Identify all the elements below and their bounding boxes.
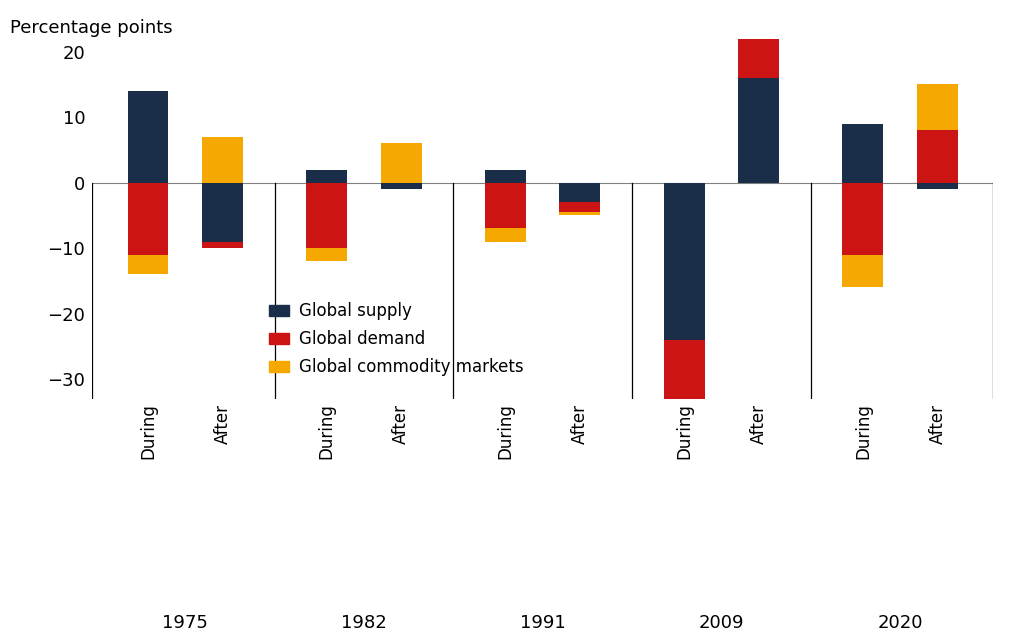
Text: 2009: 2009 <box>698 615 744 633</box>
Text: During: During <box>854 404 872 459</box>
Bar <box>738 32 779 78</box>
Bar <box>128 255 169 275</box>
Bar <box>843 255 884 287</box>
Bar <box>485 228 526 242</box>
Bar <box>485 170 526 183</box>
Bar <box>381 183 422 189</box>
Text: Percentage points: Percentage points <box>10 19 173 37</box>
Text: 1982: 1982 <box>341 615 387 633</box>
Text: After: After <box>392 404 411 444</box>
Text: After: After <box>750 404 768 444</box>
Text: 1975: 1975 <box>163 615 208 633</box>
Bar <box>128 91 169 183</box>
Bar <box>202 242 243 248</box>
Bar <box>202 137 243 183</box>
Bar <box>916 183 957 189</box>
Text: After: After <box>929 404 946 444</box>
Text: After: After <box>213 404 231 444</box>
Bar <box>559 212 600 215</box>
Bar <box>916 84 957 131</box>
Text: During: During <box>675 404 693 459</box>
Legend: Global supply, Global demand, Global commodity markets: Global supply, Global demand, Global com… <box>263 296 530 383</box>
Bar <box>202 183 243 242</box>
Text: 1991: 1991 <box>520 615 565 633</box>
Bar <box>843 123 884 183</box>
Bar <box>664 419 705 444</box>
Text: 2020: 2020 <box>878 615 923 633</box>
Bar <box>738 0 779 32</box>
Bar <box>559 203 600 212</box>
Text: During: During <box>317 404 336 459</box>
Bar <box>306 248 347 261</box>
Bar <box>664 340 705 419</box>
Bar <box>738 78 779 183</box>
Bar <box>485 183 526 228</box>
Bar <box>559 183 600 203</box>
Bar <box>664 183 705 340</box>
Bar <box>381 143 422 183</box>
Bar <box>916 131 957 183</box>
Text: During: During <box>497 404 514 459</box>
Bar <box>128 183 169 255</box>
Bar <box>843 183 884 255</box>
Bar <box>306 183 347 248</box>
Text: After: After <box>571 404 589 444</box>
Text: During: During <box>139 404 157 459</box>
Bar <box>306 170 347 183</box>
